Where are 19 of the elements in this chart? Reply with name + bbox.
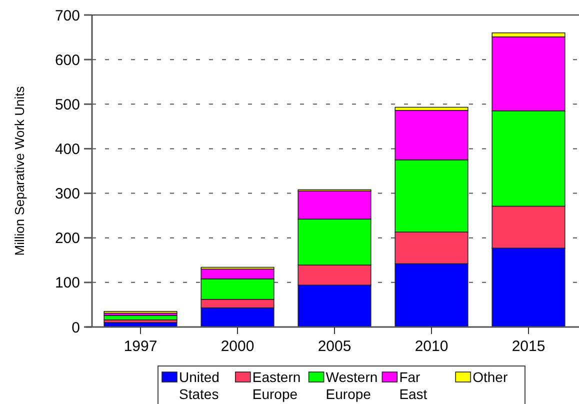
x-tick-label: 2010 [414, 338, 448, 355]
legend-label: Eastern Europe [252, 369, 301, 402]
y-tick-label: 600 [54, 52, 80, 69]
legend-label: United States [179, 369, 220, 402]
y-tick-label: 200 [54, 230, 80, 248]
y-tick-label: 700 [54, 7, 80, 24]
y-tick-label: 500 [54, 96, 80, 114]
x-tick-label: 1997 [124, 338, 158, 355]
legend-label: Western Europe [326, 369, 378, 402]
y-tick-label: 300 [54, 186, 80, 203]
legend-label: Other [472, 369, 508, 385]
x-tick-label: 2000 [220, 338, 254, 355]
x-tick-label: 2015 [512, 338, 546, 355]
y-tick-label: 0 [72, 319, 80, 336]
y-tick-label: 100 [54, 274, 80, 292]
y-tick-label: 400 [54, 140, 80, 158]
x-tick-label: 2005 [318, 338, 352, 355]
y-axis-title: Million Separative Work Units [12, 86, 27, 256]
legend-label: Far East [399, 369, 428, 402]
